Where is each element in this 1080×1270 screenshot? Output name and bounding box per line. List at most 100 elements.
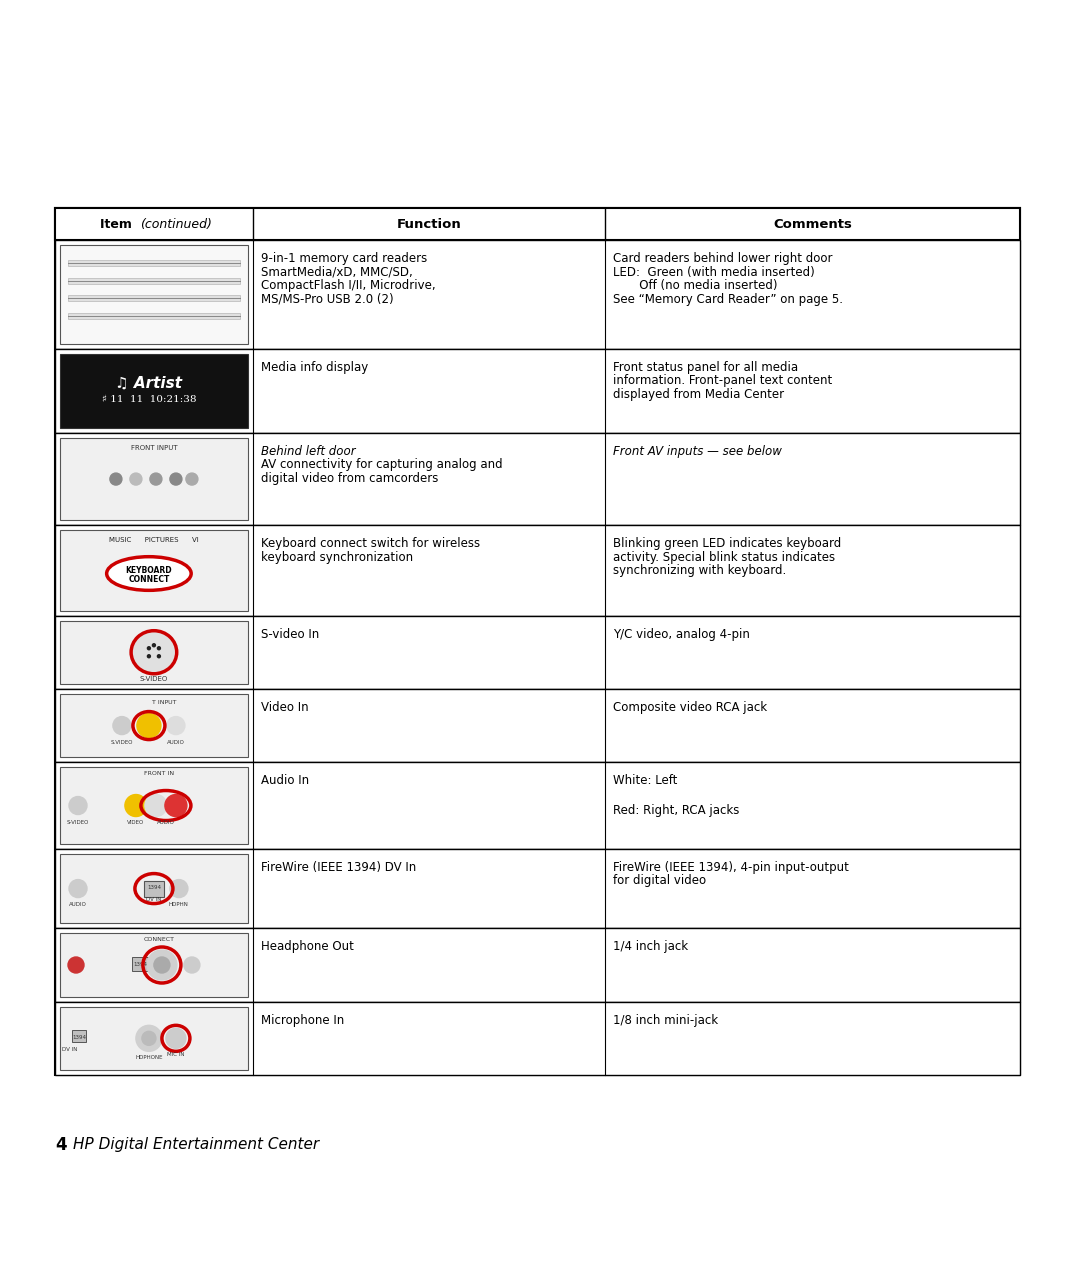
Bar [60,767,247,843]
Bar [68,278,240,283]
Text: AUDIO: AUDIO [69,902,86,907]
Bar [55,762,1020,848]
Bar [72,1030,86,1043]
Text: 1394: 1394 [147,885,161,890]
Text: Off (no media inserted): Off (no media inserted) [613,279,778,292]
Text: FireWire (IEEE 1394) DV In: FireWire (IEEE 1394) DV In [261,861,416,874]
Text: AV connectivity for capturing analog and: AV connectivity for capturing analog and [261,458,502,471]
Text: (continued): (continued) [140,217,212,231]
Circle shape [137,714,161,738]
Bar [55,1002,1020,1074]
Circle shape [167,716,185,734]
Bar [60,853,247,923]
Circle shape [158,655,161,658]
Text: FRONT INPUT: FRONT INPUT [131,444,177,451]
Text: T INPUT: T INPUT [151,700,176,705]
Circle shape [184,958,200,973]
Circle shape [154,958,170,973]
Circle shape [147,950,177,980]
Text: for digital video: for digital video [613,874,706,888]
Bar [132,958,148,972]
Circle shape [186,472,198,485]
Circle shape [110,472,122,485]
Bar [60,354,247,428]
Text: information. Front-panel text content: information. Front-panel text content [613,375,833,387]
Bar [60,245,247,344]
Text: 1/4 inch jack: 1/4 inch jack [613,940,688,954]
Circle shape [170,472,181,485]
Bar [60,438,247,521]
Circle shape [152,644,156,646]
Text: S.VIDEO: S.VIDEO [110,739,133,744]
Bar [144,880,164,897]
Text: KEYBOARD: KEYBOARD [125,566,172,575]
Circle shape [147,655,150,658]
Text: S-video In: S-video In [261,627,319,640]
Circle shape [113,716,131,734]
Circle shape [141,1031,156,1045]
Text: Media info display: Media info display [261,361,368,373]
Text: Blinking green LED indicates keyboard: Blinking green LED indicates keyboard [613,537,841,550]
Circle shape [68,958,84,973]
Circle shape [166,1029,186,1048]
Text: Keyboard connect switch for wireless: Keyboard connect switch for wireless [261,537,480,550]
Bar [68,296,240,301]
Text: ♯ 11  11  10:21:38: ♯ 11 11 10:21:38 [102,395,197,404]
Text: Card readers behind lower right door: Card readers behind lower right door [613,251,833,265]
Text: 9-in-1 memory card readers: 9-in-1 memory card readers [261,251,427,265]
Circle shape [150,472,162,485]
Text: Audio In: Audio In [261,775,309,787]
Text: Front AV inputs — see below: Front AV inputs — see below [613,444,782,457]
Circle shape [136,1025,162,1052]
Circle shape [145,795,167,817]
Text: Front status panel for all media: Front status panel for all media [613,361,798,373]
Bar [55,240,1020,349]
Text: CONNECT: CONNECT [129,575,170,584]
Text: keyboard synchronization: keyboard synchronization [261,551,413,564]
Text: SmartMedia/xD, MMC/SD,: SmartMedia/xD, MMC/SD, [261,265,413,278]
Text: AUDIO: AUDIO [157,819,175,824]
Circle shape [165,795,187,817]
Text: CompactFlash I/II, Microdrive,: CompactFlash I/II, Microdrive, [261,279,435,292]
Text: digital video from camcorders: digital video from camcorders [261,471,438,485]
Text: 4: 4 [55,1135,67,1154]
Text: HDPHN: HDPHN [168,902,189,907]
Bar [68,314,240,319]
Text: Composite video RCA jack: Composite video RCA jack [613,701,767,714]
Text: MS/MS-Pro USB 2.0 (2): MS/MS-Pro USB 2.0 (2) [261,292,393,306]
Bar [55,349,1020,433]
Text: MUSIC      PICTURES      VI: MUSIC PICTURES VI [109,537,199,544]
Text: HDPHONE: HDPHONE [135,1055,163,1060]
Text: FRONT IN: FRONT IN [144,771,174,776]
Bar [55,208,1020,240]
Text: ♫ Artist: ♫ Artist [116,375,183,390]
Circle shape [134,632,174,673]
Circle shape [69,796,87,814]
Ellipse shape [107,556,191,591]
Bar [60,621,247,685]
Text: S-VIDEO: S-VIDEO [67,819,90,824]
Text: AUDIO: AUDIO [167,739,185,744]
Bar [55,848,1020,928]
Bar [60,933,247,997]
Circle shape [69,880,87,898]
Bar [55,928,1020,1002]
Bar [68,260,240,265]
Circle shape [147,646,150,650]
Text: LED:  Green (with media inserted): LED: Green (with media inserted) [613,265,814,278]
Text: Y/C video, analog 4-pin: Y/C video, analog 4-pin [613,627,750,640]
Text: See “Memory Card Reader” on page 5.: See “Memory Card Reader” on page 5. [613,292,843,306]
Bar [55,616,1020,688]
Text: Comments: Comments [773,217,852,231]
Circle shape [130,472,141,485]
Text: Microphone In: Microphone In [261,1013,345,1026]
Text: Red: Right, RCA jacks: Red: Right, RCA jacks [613,804,740,817]
Text: DV IN: DV IN [63,1048,78,1053]
Circle shape [158,646,161,650]
Circle shape [170,880,188,898]
Text: 1/8 inch mini-jack: 1/8 inch mini-jack [613,1013,718,1026]
Bar [55,208,1020,1074]
Text: HP Digital Entertainment Center: HP Digital Entertainment Center [73,1138,319,1152]
Bar [55,688,1020,762]
Bar [55,433,1020,526]
